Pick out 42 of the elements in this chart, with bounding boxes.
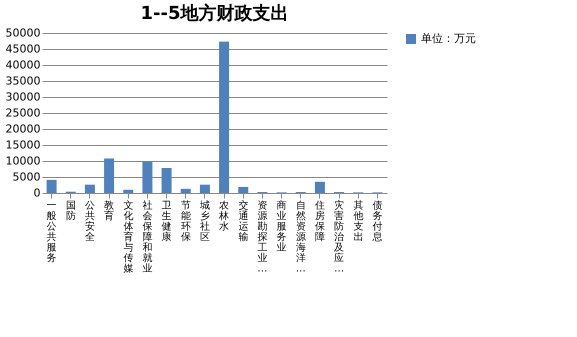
bar xyxy=(314,182,325,193)
x-tick-label: 卫生健康 xyxy=(162,200,172,243)
x-tick-label: 资源勘探工业… xyxy=(257,200,268,274)
x-tick-label: 自然资源海洋… xyxy=(296,200,306,274)
y-tick-label: 10000 xyxy=(6,154,40,168)
legend-label: 单位：万元 xyxy=(421,32,476,45)
chart-title: 1--5地方财政支出 xyxy=(140,3,288,24)
bar xyxy=(104,158,114,193)
x-tick-label: 住房保障 xyxy=(314,200,325,243)
bar xyxy=(180,188,191,193)
bar xyxy=(238,186,248,193)
y-tick-label: 50000 xyxy=(6,26,40,40)
y-tick-label: 5000 xyxy=(12,170,40,184)
x-tick-label: 一般公共服务 xyxy=(46,200,57,264)
y-tick-label: 45000 xyxy=(6,42,40,56)
y-tick-label: 25000 xyxy=(6,106,40,120)
y-tick-label: 0 xyxy=(34,186,40,200)
y-tick-label: 40000 xyxy=(6,58,40,72)
bar xyxy=(46,180,57,193)
y-tick-label: 35000 xyxy=(6,74,40,88)
y-tick-label: 15000 xyxy=(6,138,40,152)
x-tick-label: 节能环保 xyxy=(180,200,191,243)
x-tick-label: 城乡社区 xyxy=(198,200,210,243)
x-tick-label: 农林水 xyxy=(218,200,230,232)
bar xyxy=(84,184,95,193)
x-tick-label: 债务付息 xyxy=(371,200,382,243)
x-tick-label: 文化体育与传媒 xyxy=(123,200,134,274)
x-tick-label: 社会保障和就业 xyxy=(142,200,152,274)
x-tick-label: 公共安全 xyxy=(84,200,95,243)
x-tick-label: 教育 xyxy=(104,200,114,222)
x-tick-label: 灾害防治及应… xyxy=(334,200,344,274)
bar xyxy=(142,161,152,193)
y-tick-label: 30000 xyxy=(6,90,40,104)
bar xyxy=(123,190,134,193)
x-tick-label: 国防 xyxy=(66,200,76,222)
bar xyxy=(219,42,230,193)
x-tick-label: 其他支出 xyxy=(353,200,364,243)
x-tick-label: 商业服务业 xyxy=(276,200,287,254)
y-tick-label: 20000 xyxy=(6,122,40,136)
bar xyxy=(162,168,172,193)
bar xyxy=(200,184,210,193)
x-tick-label: 交通运输 xyxy=(238,200,248,243)
